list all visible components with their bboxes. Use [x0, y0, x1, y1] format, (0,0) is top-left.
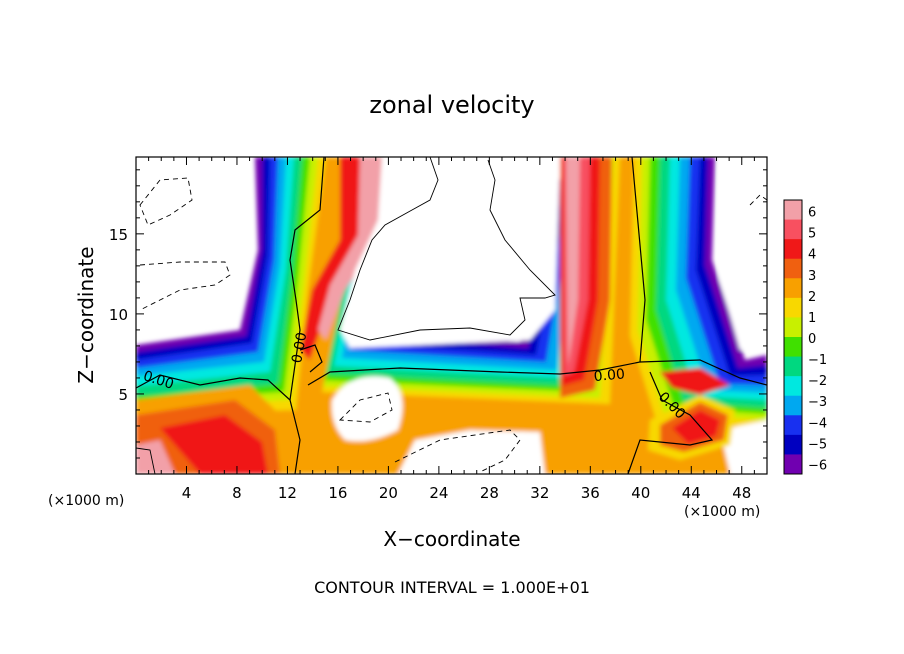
colorbar-swatch: [784, 317, 802, 338]
colorbar-swatch: [784, 239, 802, 260]
x-tick-label: 40: [631, 484, 650, 502]
colorbar-label: −4: [808, 416, 827, 431]
contour-label: 0.00: [289, 331, 310, 364]
colorbar-label: 1: [808, 311, 816, 326]
contour-label: 0.00: [593, 366, 625, 385]
x-tick-label: 20: [379, 484, 398, 502]
colorbar-label: −6: [808, 458, 827, 473]
colorbar-label: 0: [808, 332, 816, 347]
y-axis-label: Z−coordinate: [74, 246, 98, 383]
colorbar-label: 3: [808, 269, 816, 284]
colorbar-swatch: [784, 454, 802, 475]
colorbar-label: 6: [808, 206, 816, 221]
colorbar: 6 5 4 3 2 1 0 −1 −2 −3 −4 −5 −6: [783, 199, 827, 475]
y-axis-ticks: 5 10 15: [109, 169, 767, 459]
colorbar-label: −5: [808, 437, 827, 452]
contour-interval-caption: CONTOUR INTERVAL = 1.000E+01: [314, 578, 590, 597]
colorbar-frame: [783, 199, 803, 475]
colorbar-swatch: [784, 278, 802, 299]
negative-contours: [139, 177, 767, 473]
colorbar-label: −2: [808, 374, 827, 389]
y-tick-label: 15: [109, 226, 128, 244]
colorbar-swatch: [784, 434, 802, 455]
colorbar-swatch: [784, 258, 802, 279]
colorbar-label: 5: [808, 227, 816, 242]
x-tick-label: 44: [682, 484, 701, 502]
x-tick-label: 28: [480, 484, 499, 502]
positive-contours: [337, 157, 556, 341]
x-tick-label: 8: [232, 484, 242, 502]
x-tick-label: 48: [732, 484, 751, 502]
colorbar-swatch: [784, 376, 802, 397]
chart-title: zonal velocity: [369, 91, 534, 119]
colorbar-swatch: [784, 337, 802, 358]
colorbar-swatch: [784, 219, 802, 240]
x-axis-ticks: 4 8 12 16 20 24 28 32 36 40 44 48: [148, 157, 755, 502]
x-tick-label: 16: [328, 484, 347, 502]
x-tick-label: 32: [530, 484, 549, 502]
colorbar-swatch: [784, 297, 802, 318]
x-unit-left: (×1000 m): [48, 493, 124, 509]
colorbar-swatch: [784, 200, 802, 221]
colorbar-swatch: [784, 395, 802, 416]
x-unit-right: (×1000 m): [684, 504, 760, 520]
x-tick-label: 36: [581, 484, 600, 502]
colorbar-label: 2: [808, 290, 816, 305]
y-tick-label: 5: [118, 386, 128, 404]
x-tick-label: 24: [429, 484, 448, 502]
y-tick-label: 10: [109, 306, 128, 324]
colorbar-label: −1: [808, 353, 827, 368]
velocity-field: 0.000.000.000.00: [136, 157, 767, 474]
x-tick-label: 12: [278, 484, 297, 502]
x-axis-label: X−coordinate: [383, 527, 520, 551]
colorbar-label: 4: [808, 248, 816, 263]
x-tick-label: 4: [182, 484, 192, 502]
colorbar-swatch: [784, 356, 802, 377]
bottom-terrain-contour: [136, 447, 156, 474]
colorbar-label: −3: [808, 395, 827, 410]
colorbar-swatch: [784, 415, 802, 436]
zero-contours: [136, 157, 767, 474]
